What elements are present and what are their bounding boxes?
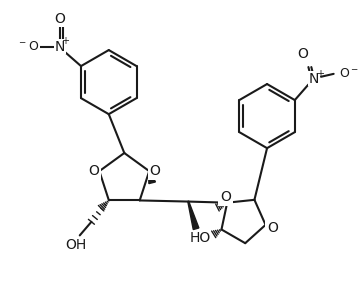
Text: O: O (267, 221, 278, 235)
Text: N: N (54, 40, 65, 54)
Text: O$^-$: O$^-$ (339, 67, 358, 80)
Text: O: O (88, 164, 99, 178)
Text: O: O (220, 190, 231, 204)
Text: O: O (150, 164, 160, 178)
Text: $^-$O: $^-$O (18, 40, 40, 53)
Text: N: N (309, 72, 319, 86)
Text: O: O (54, 13, 65, 27)
Text: HO: HO (189, 231, 211, 245)
Text: O: O (297, 47, 308, 62)
Polygon shape (188, 201, 199, 230)
Text: +: + (316, 69, 324, 79)
Text: +: + (62, 36, 69, 46)
Text: OH: OH (65, 238, 87, 252)
Polygon shape (149, 171, 155, 184)
